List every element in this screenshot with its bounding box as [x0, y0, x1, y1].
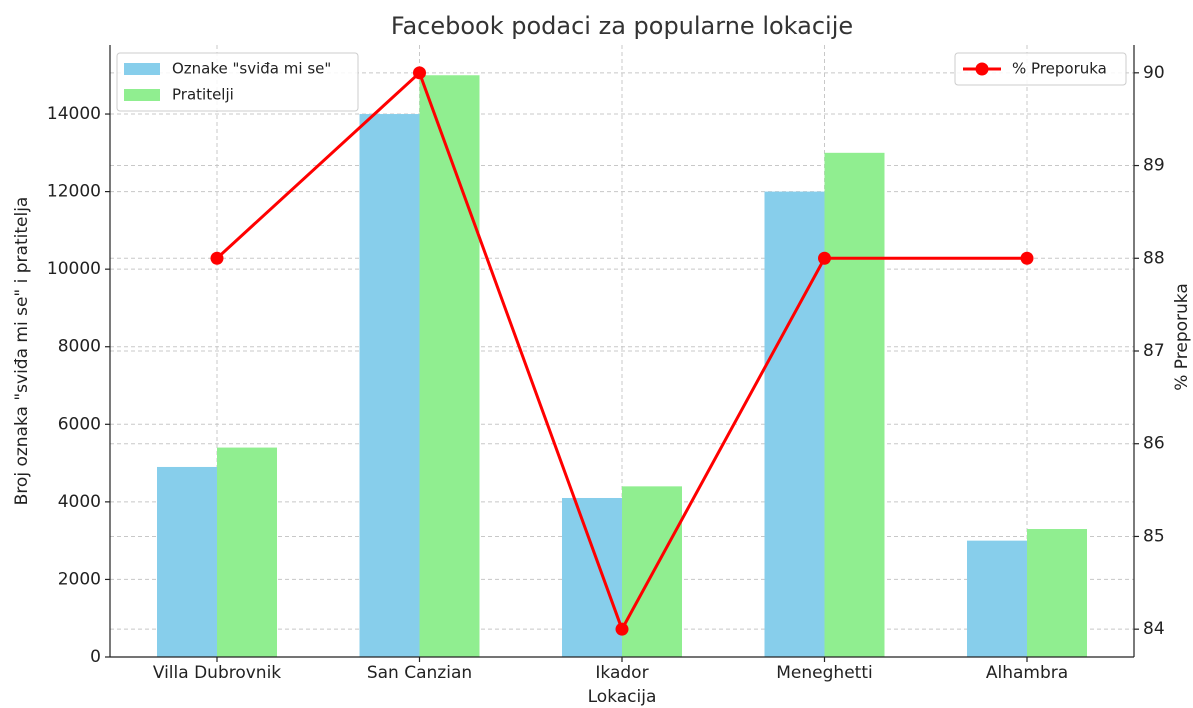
- legend: Oznake "sviđa mi se" Pratitelji: [116, 52, 359, 112]
- x-tick-label: Meneghetti: [776, 663, 872, 683]
- legend-swatch: [124, 63, 160, 75]
- y-tick-label: 0: [90, 647, 101, 667]
- bar: [764, 191, 825, 657]
- x-tick-label: Alhambra: [986, 663, 1068, 683]
- y2-axis-label: % Preporuka: [1172, 283, 1192, 391]
- y2-tick-label: 87: [1143, 341, 1165, 361]
- legend-box: [116, 52, 359, 112]
- chart-title: Facebook podaci za popularne lokacije: [391, 12, 853, 40]
- legend-swatch: [124, 89, 160, 101]
- x-tick-label: San Canzian: [367, 663, 472, 683]
- bar: [419, 75, 480, 657]
- y2-tick-label: 90: [1143, 63, 1165, 83]
- legend-label: % Preporuka: [1012, 60, 1107, 78]
- line-point: [413, 66, 426, 80]
- legend-label: Oznake "sviđa mi se": [172, 60, 331, 78]
- y-tick-label: 8000: [58, 337, 101, 357]
- bar: [1027, 529, 1087, 657]
- y-axis-label: Broj oznaka "sviđa mi se" i pratitelja: [12, 197, 32, 506]
- y2-tick-label: 88: [1143, 248, 1165, 268]
- y-tick-label: 14000: [47, 104, 101, 124]
- line-point: [818, 251, 831, 265]
- y2-tick-label: 86: [1143, 434, 1165, 454]
- bar: [359, 114, 420, 657]
- y2-tick-label: 89: [1143, 156, 1165, 176]
- bar: [157, 466, 217, 657]
- x-axis-label: Lokacija: [588, 687, 657, 707]
- line-point: [1020, 251, 1034, 265]
- legend-marker: [975, 62, 989, 76]
- legend-label: Pratitelji: [172, 86, 234, 104]
- x-tick-label: Villa Dubrovnik: [153, 663, 281, 683]
- bar: [562, 497, 622, 657]
- y2-tick-label: 84: [1143, 619, 1165, 639]
- y2-tick-label: 85: [1143, 526, 1165, 546]
- bar: [217, 447, 277, 657]
- legend-box: [954, 52, 1127, 86]
- bar: [824, 152, 885, 657]
- y-tick-label: 6000: [58, 414, 101, 434]
- y-tick-label: 12000: [47, 182, 101, 202]
- line-point: [615, 622, 629, 636]
- x-tick-label: Ikador: [595, 663, 648, 683]
- legend: % Preporuka: [954, 52, 1127, 86]
- y-tick-label: 10000: [47, 259, 101, 279]
- line-point: [210, 251, 224, 265]
- bar: [967, 540, 1027, 657]
- y-tick-label: 2000: [58, 569, 101, 589]
- y-tick-label: 4000: [58, 492, 101, 512]
